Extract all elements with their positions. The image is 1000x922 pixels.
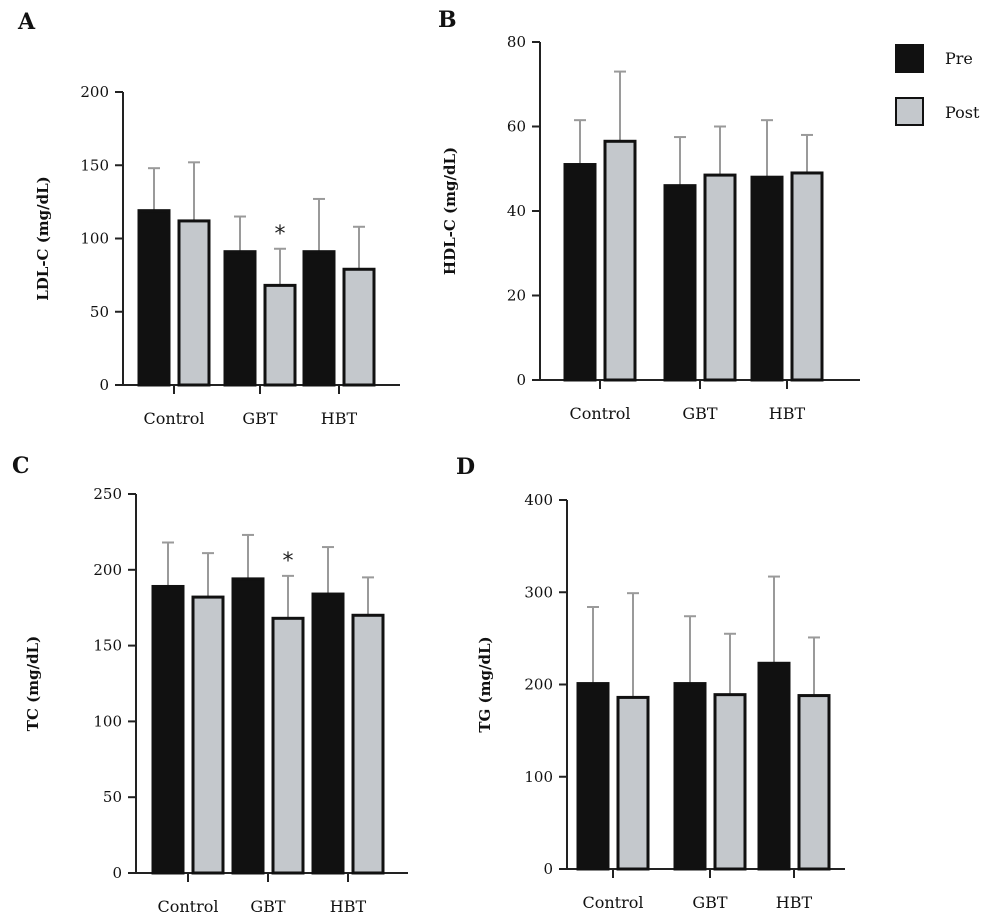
panel-a-bar-pre-control	[137, 209, 171, 387]
panel-d-y-tick-label: 0	[543, 860, 553, 878]
panel-c-y-tick-label: 250	[93, 485, 122, 503]
panel-c-bar-pre-gbt	[231, 577, 265, 875]
panel-b-y-tick-label: 20	[507, 287, 526, 305]
panel-a-x-tick-label: Control	[143, 409, 204, 428]
panel-a-bar-pre-hbt	[302, 250, 336, 387]
panel-b-bar-post-hbt	[790, 171, 824, 382]
panel-a-letter: A	[17, 9, 36, 35]
panel-b-bar-post-gbt	[703, 173, 737, 382]
panel-d-bar-post-control	[616, 695, 650, 871]
panel-d: D 0 100 200 300 400 TG (mg/dL) Control GBT HBT	[456, 454, 845, 912]
panel-a: A 0 50 100 150 200 LDL-C (mg/dL) Control GBT HBT…	[17, 9, 400, 428]
panel-c-y-tick-label: 50	[103, 788, 122, 806]
panel-b-bar-post-control	[603, 139, 637, 382]
legend-swatch-pre	[895, 44, 924, 73]
panel-c-y-tick-label: 0	[112, 864, 122, 882]
panel-a-x-tick-label: GBT	[242, 409, 278, 428]
panel-d-bar-post-gbt	[713, 693, 747, 871]
panel-b: B 0 20 40 60 80 HDL-C (mg/dL) Control GBT HBT	[438, 7, 860, 423]
panel-b-bar-pre-hbt	[750, 175, 784, 382]
panel-c-plot: 0 50 100 150 200 250 TC (mg/dL) Control GBT HBT *	[24, 485, 408, 916]
panel-c-bar-post-control	[191, 595, 225, 875]
panel-d-y-tick-label: 100	[524, 768, 553, 786]
panel-b-y-tick-label: 60	[507, 118, 526, 136]
panel-a-y-tick-label: 0	[99, 376, 109, 394]
panel-c-x-tick-label: GBT	[250, 897, 286, 916]
panel-a-bar-post-control	[177, 219, 211, 387]
panel-d-x-tick-label: HBT	[776, 893, 813, 912]
panel-c-bar-pre-control	[151, 584, 185, 875]
panel-a-plot: 0 50 100 150 200 LDL-C (mg/dL) Control GBT HBT *	[34, 83, 400, 428]
panel-a-y-axis-title: LDL-C (mg/dL)	[34, 176, 52, 301]
panel-b-y-axis-title: HDL-C (mg/dL)	[441, 147, 459, 275]
panel-b-bar-pre-gbt	[663, 184, 697, 382]
panel-c: C 0 50 100 150 200 250 TC (mg/dL) Control GBT HBT…	[12, 453, 408, 916]
panel-a-y-tick-label: 200	[80, 83, 109, 101]
panel-d-bar-post-hbt	[797, 694, 831, 871]
panel-d-x-tick-label: Control	[582, 893, 643, 912]
panel-d-bar-pre-control	[576, 682, 610, 871]
panel-a-y-tick-label: 100	[80, 230, 109, 248]
panel-d-y-tick-label: 200	[524, 676, 553, 694]
panel-c-letter: C	[12, 453, 30, 479]
panel-c-y-axis-title: TC (mg/dL)	[24, 636, 42, 731]
panel-d-y-axis-title: TG (mg/dL)	[476, 636, 494, 732]
panel-c-bar-post-hbt	[351, 613, 385, 875]
panel-b-x-tick-label: Control	[569, 404, 630, 423]
panel-b-x-tick-label: GBT	[682, 404, 718, 423]
panel-c-bar-pre-hbt	[311, 592, 345, 875]
legend: Pre Post	[895, 44, 980, 126]
panel-b-y-tick-label: 80	[507, 33, 526, 51]
panel-d-letter: D	[456, 454, 475, 480]
panel-a-y-tick-label: 50	[90, 303, 109, 321]
panel-b-bar-pre-control	[563, 163, 597, 382]
panel-b-letter: B	[438, 7, 457, 33]
panel-d-bar-pre-hbt	[757, 661, 791, 871]
panel-c-y-tick-label: 200	[93, 561, 122, 579]
legend-label-post: Post	[945, 103, 980, 122]
panel-d-plot: 0 100 200 300 400 TG (mg/dL) Control GBT HBT	[476, 491, 845, 912]
panel-c-x-tick-label: HBT	[330, 897, 367, 916]
panel-c-significance-marker: *	[283, 549, 294, 574]
panel-a-bar-post-gbt	[263, 283, 297, 387]
panel-c-y-tick-label: 150	[93, 637, 122, 655]
panel-b-y-tick-label: 0	[516, 371, 526, 389]
panel-d-x-tick-label: GBT	[692, 893, 728, 912]
panel-a-x-tick-label: HBT	[321, 409, 358, 428]
legend-swatch-post	[895, 97, 924, 126]
panel-a-bar-pre-gbt	[223, 250, 257, 387]
panel-b-plot: 0 20 40 60 80 HDL-C (mg/dL) Control GBT HBT	[441, 33, 860, 423]
panel-a-significance-marker: *	[275, 222, 286, 247]
panel-d-y-tick-label: 400	[524, 491, 553, 509]
panel-a-y-tick-label: 150	[80, 156, 109, 174]
legend-label-pre: Pre	[945, 49, 973, 68]
panel-d-bar-pre-gbt	[673, 682, 707, 871]
panel-c-x-tick-label: Control	[157, 897, 218, 916]
panel-b-y-tick-label: 40	[507, 202, 526, 220]
panel-b-x-tick-label: HBT	[769, 404, 806, 423]
panel-d-y-tick-label: 300	[524, 583, 553, 601]
panel-c-y-tick-label: 100	[93, 712, 122, 730]
panel-a-bar-post-hbt	[342, 267, 376, 387]
panel-c-bar-post-gbt	[271, 616, 305, 875]
